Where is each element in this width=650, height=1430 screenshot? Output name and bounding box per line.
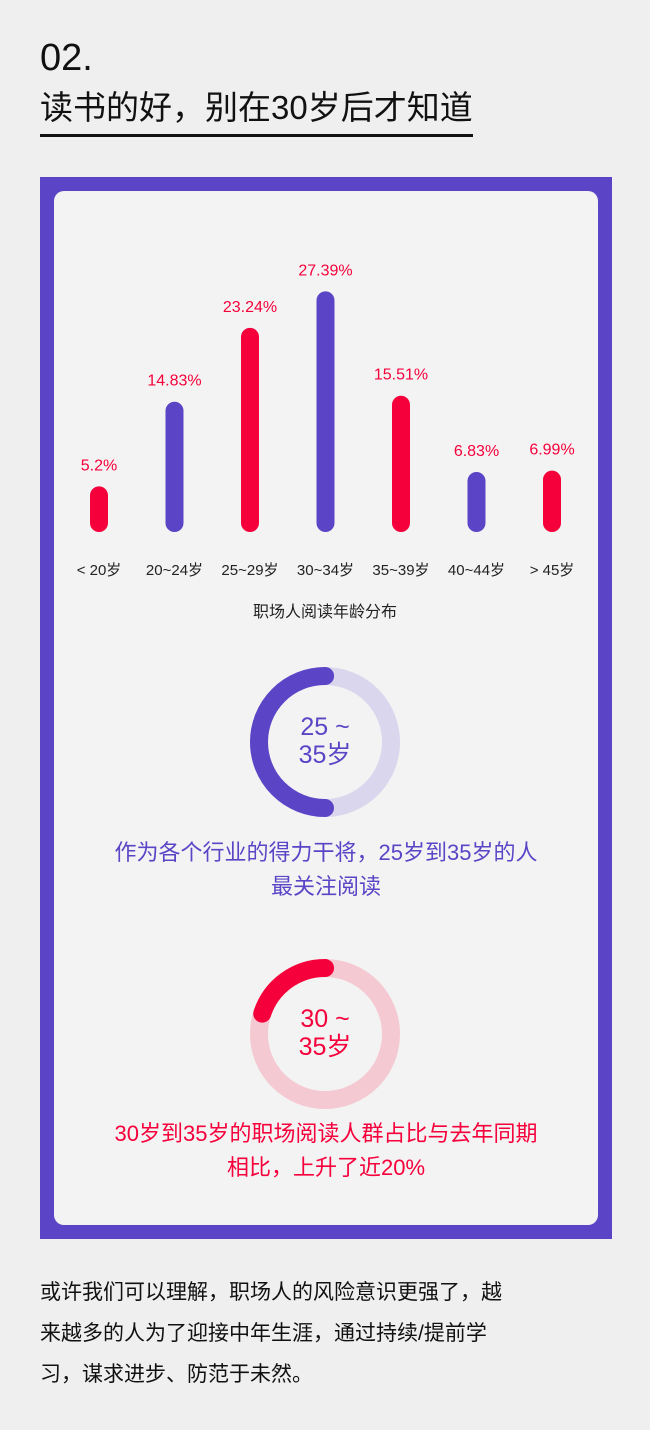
donut-label-1-line2: 35岁 <box>298 741 352 769</box>
donut-label-2: 30 ~ 35岁 <box>245 1005 405 1061</box>
category-label-0: < 20岁 <box>77 562 122 579</box>
page-title: 读书的好，别在30岁后才知道 <box>40 88 473 137</box>
caption-1-line1: 作为各个行业的得力干将，25岁到35岁的人 <box>114 840 538 865</box>
donut-fill <box>250 959 400 1109</box>
caption-2: 30岁到35岁的职场阅读人群占比与去年同期 相比，上升了近20% <box>60 1117 592 1185</box>
donut-label-2-line1: 30 ~ <box>300 1005 350 1033</box>
footer-line-1: 或许我们可以理解，职场人的风险意识更强了，越 <box>40 1281 502 1304</box>
chart-title: 职场人阅读年龄分布 <box>252 604 397 621</box>
caption-1: 作为各个行业的得力干将，25岁到35岁的人 最关注阅读 <box>60 836 592 904</box>
footer-line-3: 习，谋求进步、防范于未然。 <box>40 1363 313 1386</box>
value-label-6: 6.99% <box>529 442 574 459</box>
category-label-1: 20~24岁 <box>146 562 203 579</box>
bar-5 <box>467 471 486 532</box>
category-label-4: 35~39岁 <box>372 562 429 579</box>
bar-4 <box>392 395 410 532</box>
category-label-3: 30~34岁 <box>297 562 354 579</box>
value-label-2: 23.24% <box>223 299 277 316</box>
donut-chart-age-30-35 <box>250 959 400 1109</box>
value-label-3: 27.39% <box>298 262 352 279</box>
value-label-5: 6.83% <box>454 443 499 460</box>
value-label-0: 5.2% <box>81 457 117 474</box>
footer-paragraph: 或许我们可以理解，职场人的风险意识更强了，越 来越多的人为了迎接中年生涯，通过持… <box>40 1272 612 1395</box>
donut-chart-age-25-35 <box>250 667 400 817</box>
donut-fill <box>250 667 400 817</box>
value-label-4: 15.51% <box>374 367 428 384</box>
footer-line-2: 来越多的人为了迎接中年生涯，通过持续/提前学 <box>40 1322 487 1345</box>
value-label-1: 14.83% <box>147 373 201 390</box>
bar-1 <box>165 401 184 532</box>
category-label-6: > 45岁 <box>530 562 575 579</box>
donut-label-1-line1: 25 ~ <box>300 713 350 741</box>
category-label-5: 40~44岁 <box>448 562 505 579</box>
bar-0 <box>90 486 108 532</box>
donut-label-1: 25 ~ 35岁 <box>245 713 405 769</box>
bar-6 <box>543 470 561 532</box>
caption-1-line2: 最关注阅读 <box>270 874 381 899</box>
bar-2 <box>241 327 259 532</box>
category-label-2: 25~29岁 <box>221 562 278 579</box>
caption-2-line1: 30岁到35岁的职场阅读人群占比与去年同期 <box>114 1121 538 1146</box>
section-number: 02. <box>40 37 93 79</box>
bar-chart: 5.2% < 20岁 14.83% 20~24岁 23.24% 25~29岁 27.39% 3… <box>77 262 575 579</box>
bar-3 <box>316 291 335 532</box>
donut-label-2-line2: 35岁 <box>298 1033 352 1061</box>
caption-2-line2: 相比，上升了近20% <box>226 1155 426 1180</box>
